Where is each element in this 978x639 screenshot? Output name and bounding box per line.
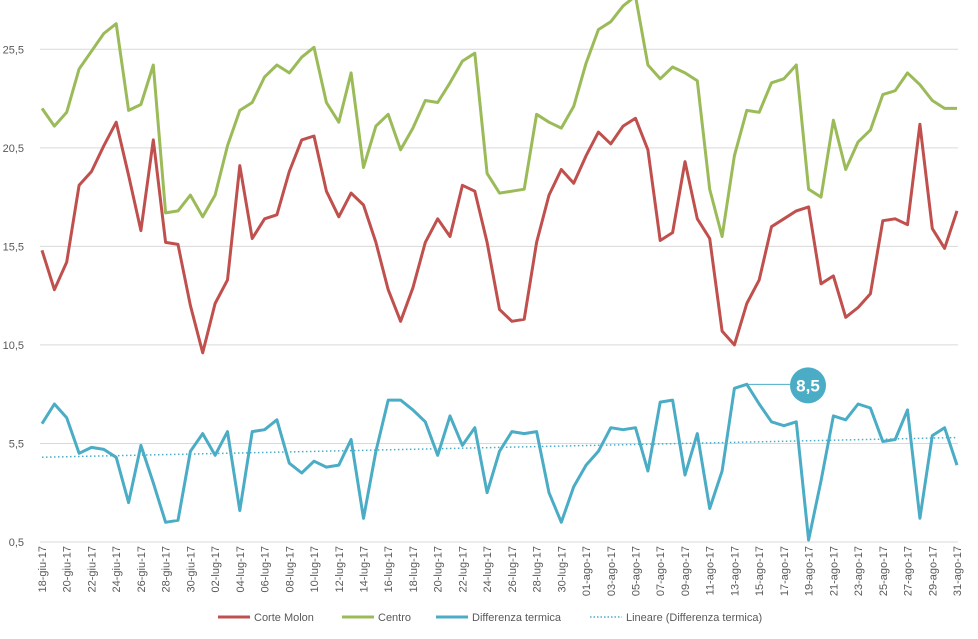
series-line-corte-molon [40, 116, 959, 355]
x-tick-label: 28-giu-17 [161, 546, 173, 592]
y-tick-label: 15,5 [3, 241, 24, 253]
series-line-differenza-termica [40, 382, 959, 542]
series-lines [40, 0, 959, 542]
x-tick-label: 17-ago-17 [779, 546, 791, 596]
x-tick-label: 06-lug-17 [260, 546, 272, 592]
x-tick-label: 29-ago-17 [927, 546, 939, 596]
x-tick-label: 02-lug-17 [210, 546, 222, 592]
x-tick-label: 24-lug-17 [482, 546, 494, 592]
x-tick-label: 05-ago-17 [631, 546, 643, 596]
x-tick-label: 19-ago-17 [804, 546, 816, 596]
y-tick-label: 10,5 [3, 340, 24, 352]
x-tick-label: 20-lug-17 [433, 546, 445, 592]
x-tick-label: 08-lug-17 [284, 546, 296, 592]
legend-label-differenza-termica: Differenza termica [472, 612, 562, 624]
x-tick-label: 23-ago-17 [853, 546, 865, 596]
x-tick-label: 11-ago-17 [705, 546, 717, 595]
x-axis-ticks: 18-giu-17 20-giu-17 22-giu-17 24-giu-17 26-g… [37, 546, 964, 596]
callout: 8,5 [746, 367, 826, 404]
y-tick-label: 5,5 [9, 438, 24, 450]
y-tick-label: 0,5 [9, 537, 24, 549]
x-tick-label: 22-lug-17 [457, 546, 469, 592]
x-tick-label: 21-ago-17 [828, 546, 840, 596]
x-tick-label: 10-lug-17 [309, 546, 321, 592]
x-tick-label: 18-giu-17 [37, 546, 49, 592]
trendline [41, 436, 958, 459]
x-tick-label: 15-ago-17 [754, 546, 766, 596]
callout-label: 8,5 [796, 376, 820, 395]
trendline-lineare [41, 436, 958, 459]
legend-label-corte-molon: Corte Molon [254, 612, 314, 624]
y-tick-label: 25,5 [3, 44, 24, 56]
x-tick-label: 27-ago-17 [903, 546, 915, 596]
legend-item-lineare: Lineare (Differenza termica) [590, 612, 762, 624]
x-tick-label: 03-ago-17 [606, 546, 618, 596]
x-tick-label: 01-ago-17 [581, 546, 593, 596]
x-tick-label: 25-ago-17 [878, 546, 890, 596]
x-tick-label: 26-lug-17 [507, 546, 519, 592]
y-axis-ticks: 0,5 5,5 10,5 15,5 20,5 25,5 [3, 44, 24, 549]
x-tick-label: 07-ago-17 [655, 546, 667, 596]
x-tick-label: 20-giu-17 [62, 546, 74, 592]
series-line-centro [40, 0, 957, 238]
x-tick-label: 09-ago-17 [680, 546, 692, 596]
callout-bubble [790, 367, 826, 404]
x-tick-label: 24-giu-17 [111, 546, 123, 592]
legend: Corte Molon Centro Differenza termica Li… [218, 612, 762, 624]
legend-item-centro: Centro [342, 612, 411, 624]
x-tick-label: 28-lug-17 [532, 546, 544, 592]
legend-label-centro: Centro [378, 612, 411, 624]
x-tick-label: 26-giu-17 [136, 546, 148, 592]
x-tick-label: 22-giu-17 [86, 546, 98, 592]
x-tick-label: 14-lug-17 [358, 546, 370, 592]
x-tick-label: 30-lug-17 [556, 546, 568, 592]
x-tick-label: 12-lug-17 [334, 546, 346, 592]
x-tick-label: 31-ago-17 [952, 546, 964, 596]
x-tick-label: 30-giu-17 [185, 546, 197, 592]
x-tick-label: 18-lug-17 [408, 546, 420, 592]
legend-label-lineare: Lineare (Differenza termica) [626, 612, 762, 624]
x-tick-label: 04-lug-17 [235, 546, 247, 592]
y-tick-label: 20,5 [3, 143, 24, 155]
legend-item-differenza-termica: Differenza termica [436, 612, 562, 624]
x-tick-label: 16-lug-17 [383, 546, 395, 592]
legend-item-corte-molon: Corte Molon [218, 612, 314, 624]
x-tick-label: 13-ago-17 [729, 546, 741, 596]
